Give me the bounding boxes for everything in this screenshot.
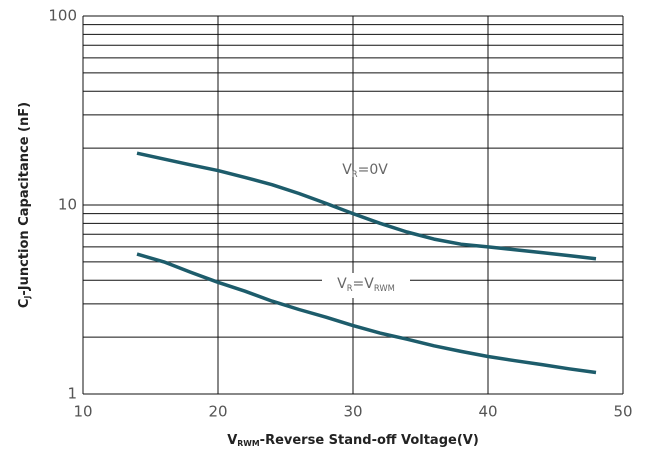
x-tick-label: 10	[73, 403, 92, 421]
text-part: V	[337, 276, 347, 292]
text-part: -Reverse Stand-off Voltage(V)	[260, 433, 479, 448]
x-tick-label: 30	[343, 403, 362, 421]
subscript: RWM	[237, 439, 260, 448]
subscript: R	[347, 283, 353, 293]
y-tick-label: 10	[58, 196, 77, 214]
line-series	[136, 151, 597, 261]
text-part: =0V	[358, 162, 389, 178]
annotation: VR=VRWM	[337, 276, 395, 293]
subscript: R	[352, 169, 358, 179]
annotation: VR=0V	[342, 162, 388, 179]
x-axis-label: VRWM-Reverse Stand-off Voltage(V)	[227, 433, 479, 449]
subscript: J	[23, 296, 32, 300]
y-tick-label: 1	[67, 385, 77, 403]
line-series	[136, 252, 597, 375]
x-tick-label: 50	[613, 403, 632, 421]
x-tick-label: 20	[208, 403, 227, 421]
annotation-background	[322, 273, 410, 298]
text-part: =V	[353, 276, 375, 292]
text-part: C	[17, 299, 32, 309]
subscript: RWM	[374, 283, 395, 293]
y-tick-label: 100	[48, 7, 77, 25]
text-part: V	[342, 162, 352, 178]
text-part: V	[227, 433, 237, 448]
y-axis-label: CJ-Junction Capacitance (nF)	[17, 102, 33, 308]
x-tick-label: 40	[478, 403, 497, 421]
text-part: -Junction Capacitance (nF)	[17, 102, 32, 296]
